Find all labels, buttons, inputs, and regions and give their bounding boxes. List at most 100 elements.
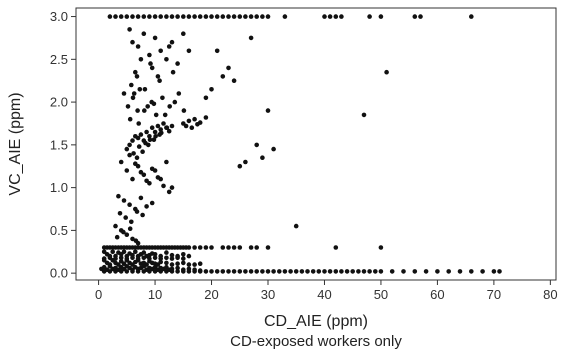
- y-tick-label: 1.5: [50, 137, 68, 152]
- data-point: [333, 269, 339, 274]
- data-point: [130, 14, 135, 19]
- data-point: [121, 249, 127, 255]
- data-point: [197, 261, 203, 267]
- data-point: [339, 269, 344, 274]
- data-point: [107, 14, 113, 19]
- data-point: [254, 142, 259, 148]
- data-point: [378, 269, 384, 274]
- data-point: [161, 121, 166, 126]
- data-point: [158, 127, 163, 132]
- data-point: [130, 255, 135, 261]
- data-point: [158, 14, 163, 19]
- data-point: [226, 65, 231, 71]
- data-point: [248, 35, 254, 41]
- data-point: [446, 269, 452, 274]
- data-point: [130, 236, 135, 242]
- data-point: [248, 245, 254, 250]
- data-point: [161, 183, 166, 189]
- data-point: [158, 259, 163, 265]
- data-point: [169, 123, 175, 129]
- data-point: [141, 31, 147, 36]
- data-point: [214, 48, 220, 54]
- data-point: [322, 14, 327, 19]
- x-tick-label: 40: [317, 287, 331, 302]
- data-point: [146, 142, 151, 148]
- data-point: [231, 78, 237, 83]
- data-point: [333, 245, 339, 250]
- data-point: [248, 269, 254, 274]
- data-point: [149, 125, 155, 130]
- data-point: [131, 151, 136, 156]
- data-point: [260, 14, 265, 19]
- data-point: [137, 87, 143, 92]
- data-point: [195, 122, 200, 127]
- data-point: [155, 74, 161, 79]
- data-point: [127, 142, 132, 148]
- data-point: [203, 269, 209, 274]
- data-point: [192, 14, 197, 19]
- data-point: [149, 166, 155, 172]
- data-point: [149, 65, 155, 71]
- data-point: [350, 269, 356, 274]
- data-point: [133, 249, 138, 255]
- data-point: [344, 269, 350, 274]
- x-axis-ticks: 0 10 20 30 40 50 60 70 80: [95, 280, 558, 302]
- data-point: [169, 256, 175, 261]
- data-point: [192, 116, 197, 122]
- data-point: [164, 14, 169, 19]
- data-point: [135, 108, 140, 113]
- data-point: [181, 14, 186, 19]
- data-point: [277, 269, 282, 274]
- data-point: [138, 195, 144, 201]
- data-point: [260, 269, 265, 274]
- data-point: [138, 132, 144, 137]
- data-point: [152, 252, 158, 257]
- data-point: [175, 269, 180, 274]
- data-point: [166, 44, 172, 49]
- data-point: [361, 112, 367, 118]
- data-point: [124, 14, 130, 19]
- data-point: [327, 269, 333, 274]
- data-point: [181, 267, 186, 273]
- data-point: [145, 104, 150, 109]
- data-point: [254, 14, 259, 19]
- data-point: [373, 269, 378, 274]
- y-tick-label: 1.0: [50, 180, 68, 195]
- data-point: [113, 14, 118, 19]
- data-point: [144, 178, 149, 184]
- data-point: [214, 14, 220, 19]
- data-point: [144, 204, 149, 209]
- data-point: [214, 269, 220, 274]
- data-point: [469, 14, 474, 19]
- data-point: [175, 14, 180, 19]
- data-point: [130, 95, 136, 101]
- data-point: [129, 82, 134, 88]
- data-point: [181, 108, 187, 113]
- data-point: [135, 44, 141, 49]
- data-point: [260, 155, 265, 160]
- data-point: [333, 14, 339, 19]
- data-point: [192, 262, 197, 267]
- data-point: [134, 209, 140, 214]
- data-point: [327, 14, 333, 19]
- data-point: [181, 256, 186, 261]
- y-tick-label: 3.0: [50, 9, 68, 24]
- data-point: [138, 169, 144, 175]
- data-point: [231, 14, 237, 19]
- data-point: [136, 144, 142, 149]
- data-point: [130, 39, 135, 45]
- y-tick-label: 0.5: [50, 223, 68, 238]
- data-point: [141, 264, 147, 269]
- data-point: [164, 125, 170, 130]
- data-point: [157, 78, 162, 83]
- data-point: [127, 152, 132, 158]
- data-point: [151, 137, 157, 142]
- data-point: [220, 269, 226, 274]
- data-point: [107, 255, 113, 261]
- data-point: [149, 200, 155, 206]
- data-point: [152, 129, 158, 135]
- data-point: [155, 123, 161, 129]
- data-point: [243, 159, 248, 165]
- data-point: [491, 269, 497, 274]
